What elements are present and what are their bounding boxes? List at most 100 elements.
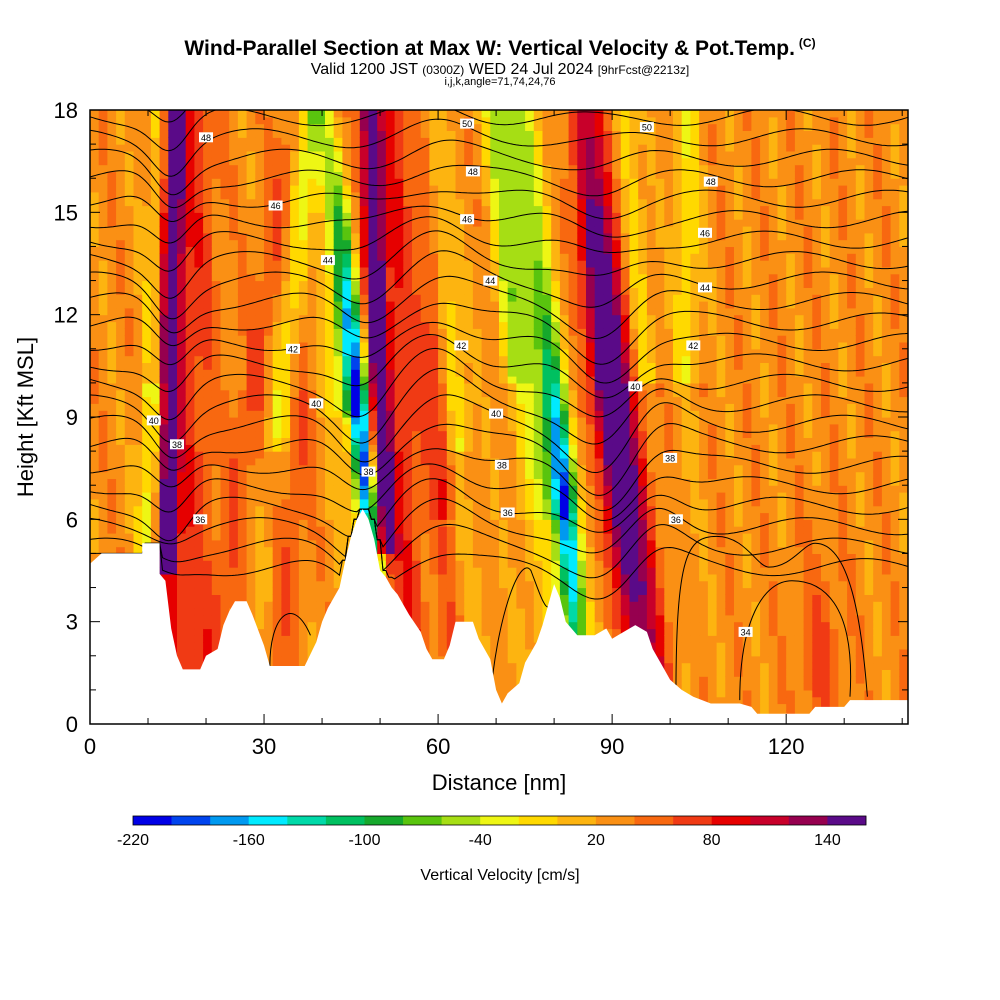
velocity-cell [307, 478, 317, 486]
velocity-cell [237, 342, 248, 350]
velocity-cell [107, 171, 117, 179]
velocity-cell [420, 369, 430, 377]
velocity-cell [403, 280, 413, 288]
velocity-cell [159, 533, 169, 541]
velocity-cell [124, 451, 135, 459]
velocity-cell [90, 526, 100, 534]
velocity-cell [281, 123, 291, 131]
velocity-cell [203, 389, 213, 398]
velocity-cell [107, 369, 117, 377]
velocity-cell [177, 389, 187, 398]
velocity-cell [455, 287, 465, 295]
velocity-cell [516, 362, 526, 370]
velocity-cell [342, 451, 352, 459]
velocity-cell [359, 137, 370, 145]
velocity-cell [455, 144, 465, 152]
velocity-cell [133, 191, 143, 200]
velocity-cell [168, 403, 178, 411]
velocity-cell [420, 560, 430, 568]
velocity-cell [499, 621, 509, 630]
velocity-cell [98, 253, 108, 261]
velocity-cell [298, 573, 309, 582]
velocity-cell [116, 376, 126, 384]
velocity-cell [325, 498, 335, 507]
velocity-cell [377, 492, 387, 500]
velocity-cell [333, 253, 343, 261]
velocity-cell [133, 485, 143, 493]
velocity-cell [377, 123, 387, 131]
velocity-cell [490, 451, 500, 459]
velocity-cell [472, 526, 483, 534]
velocity-cell [98, 232, 108, 241]
velocity-cell [150, 171, 161, 179]
velocity-cell [499, 144, 509, 152]
velocity-cell [168, 369, 178, 377]
velocity-cell [377, 335, 387, 343]
velocity-cell [499, 164, 509, 172]
velocity-cell [203, 150, 213, 159]
velocity-cell [446, 369, 457, 377]
velocity-cell [168, 301, 178, 309]
velocity-cell [542, 287, 552, 295]
velocity-cell [116, 287, 126, 295]
velocity-cell [542, 519, 552, 527]
velocity-cell [359, 123, 370, 131]
velocity-cell [403, 314, 413, 323]
velocity-cell [229, 232, 239, 241]
velocity-cell [516, 580, 526, 589]
velocity-cell [307, 498, 317, 507]
velocity-cell [333, 164, 343, 172]
velocity-cell [325, 369, 335, 377]
velocity-cell [368, 410, 378, 418]
velocity-cell [116, 280, 126, 288]
velocity-cell [150, 478, 161, 486]
velocity-cell [516, 130, 526, 138]
velocity-cell [351, 294, 361, 302]
velocity-cell [438, 505, 448, 514]
velocity-cell [420, 171, 430, 179]
velocity-cell [124, 519, 135, 527]
velocity-cell [264, 342, 274, 350]
velocity-cell [551, 110, 561, 118]
velocity-cell [551, 260, 561, 268]
velocity-cell [185, 560, 195, 568]
velocity-cell [455, 307, 465, 316]
velocity-cell [446, 573, 457, 582]
velocity-cell [246, 567, 256, 575]
velocity-cell [333, 382, 343, 391]
velocity-cell [412, 157, 422, 166]
velocity-cell [368, 110, 378, 118]
velocity-cell [325, 389, 335, 398]
velocity-cell [272, 560, 282, 568]
velocity-cell [281, 437, 291, 445]
velocity-cell [211, 321, 222, 329]
velocity-cell [298, 464, 309, 473]
velocity-cell [412, 137, 422, 145]
velocity-cell [438, 519, 448, 527]
velocity-cell [150, 123, 161, 131]
velocity-cell [516, 621, 526, 630]
velocity-cell [290, 505, 300, 514]
velocity-cell [107, 178, 117, 186]
velocity-cell [124, 307, 135, 316]
velocity-cell [194, 539, 204, 548]
velocity-cell [403, 519, 413, 527]
velocity-cell [325, 580, 335, 589]
velocity-cell [237, 137, 248, 145]
velocity-cell [281, 150, 291, 159]
velocity-cell [185, 335, 195, 343]
velocity-cell [264, 164, 274, 172]
velocity-cell [177, 273, 187, 282]
velocity-cell [499, 376, 509, 384]
velocity-cell [412, 444, 422, 452]
velocity-cell [455, 335, 465, 343]
velocity-cell [194, 410, 204, 418]
velocity-cell [168, 614, 178, 623]
velocity-cell [551, 512, 561, 520]
velocity-cell [116, 246, 126, 254]
velocity-cell [194, 328, 204, 336]
velocity-cell [403, 212, 413, 220]
velocity-cell [385, 430, 396, 438]
velocity-cell [394, 123, 404, 131]
velocity-cell [246, 191, 256, 200]
